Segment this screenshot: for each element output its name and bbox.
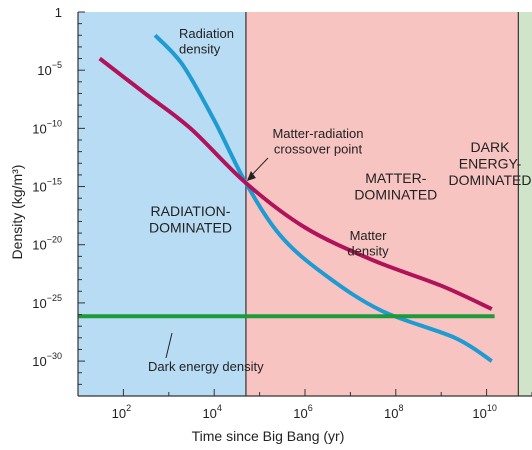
region-label-matter-dominated: MATTER-DOMINATED: [354, 170, 437, 203]
region-radiation-dominated: [78, 12, 246, 396]
x-tick-label: 108: [384, 403, 403, 421]
labels-layer: RADIATION-DOMINATED MATTER-DOMINATED DARK E…: [148, 26, 531, 374]
y-tick-label: 1: [55, 5, 62, 20]
x-axis-title: Time since Big Bang (yr): [192, 428, 345, 444]
y-tick-label: 10−5: [37, 60, 62, 78]
region-label-radiation-dominated: RADIATION-DOMINATED: [149, 203, 232, 236]
y-tick-label: 10−30: [32, 351, 62, 369]
region-label-dark-energy-dominated: DARK ENERGY-DOMINATED: [449, 139, 532, 188]
series-label-radiation-density: Radiation density: [179, 26, 234, 56]
x-tick-label: 1010: [472, 403, 496, 421]
series-radiation-density-line: [153, 33, 493, 363]
dark-energy-leader-line: [165, 332, 173, 359]
y-tick-label: 10−10: [32, 118, 62, 136]
region-dark-energy-dominated: [518, 12, 532, 396]
region-boundaries: [245, 12, 519, 396]
x-tick-label: 102: [112, 403, 131, 421]
x-tick-label: 104: [202, 403, 221, 421]
y-tick-label: 10−20: [32, 235, 62, 253]
annotation-matter-radiation-crossover-point: Matter-radiation crossover point: [272, 126, 363, 156]
series-matter-density-line: [98, 56, 493, 311]
y-axis-title: Density (kg/m³): [9, 165, 25, 260]
series-layer: [78, 33, 495, 363]
regions-layer: [78, 12, 532, 396]
x-tick-label: 106: [293, 403, 312, 421]
crossover-arrowhead: [246, 171, 256, 182]
series-label-matter-density: Matter density: [347, 228, 389, 258]
y-tick-label: 10−25: [32, 293, 62, 311]
axes-layer: 1 10−5 10−10 10−15 10−20 10−25 10−30 102 104 106 1…: [32, 5, 532, 421]
region-matter-dominated: [245, 12, 519, 396]
y-tick-label: 10−15: [32, 177, 62, 195]
series-label-dark-energy-density: Dark energy density: [148, 359, 264, 374]
